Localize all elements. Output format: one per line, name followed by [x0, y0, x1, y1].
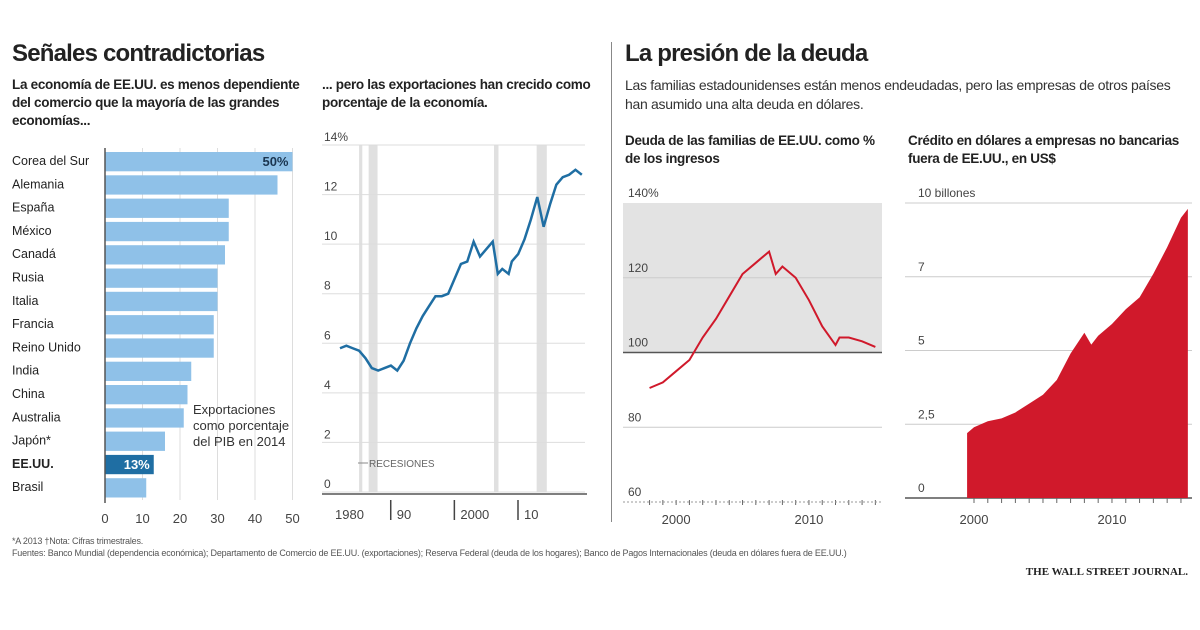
- category-label: Alemania: [12, 177, 64, 191]
- y-tick-label: 0: [918, 481, 925, 495]
- x-tick-label: 0: [101, 511, 108, 526]
- section-divider: [611, 42, 612, 522]
- x-tick-label: 90: [397, 507, 411, 522]
- category-label: Brasil: [12, 480, 43, 494]
- category-label: Japón*: [12, 434, 51, 448]
- bar: [105, 268, 218, 288]
- annotation: como porcentaje: [193, 418, 289, 433]
- x-tick-label: 2000: [460, 507, 489, 522]
- category-label: Reino Unido: [12, 340, 81, 354]
- category-label: México: [12, 224, 52, 238]
- recession-band: [536, 145, 547, 492]
- x-tick-label: 30: [210, 511, 224, 526]
- data-label: 50%: [262, 154, 288, 169]
- left-title: Señales contradictorias: [12, 40, 265, 67]
- bar: [105, 478, 147, 498]
- right-description: Las familias estadounidenses están menos…: [625, 77, 1171, 112]
- category-label: Rusia: [12, 271, 44, 285]
- bar: [105, 361, 192, 381]
- bar: [105, 338, 214, 358]
- annotation: del PIB en 2014: [193, 434, 286, 449]
- category-label: Australia: [12, 410, 61, 424]
- category-label: Corea del Sur: [12, 154, 89, 168]
- y-tick-label: 4: [324, 378, 331, 392]
- y-tick-label: 12: [324, 180, 338, 194]
- exports-line-chart: 0 2 4 6 8 10 12 14% 1980 90 2000 10 RECESIONES: [322, 130, 587, 522]
- x-tick-label: 2000: [662, 512, 691, 527]
- y-tick-label: 2,5: [918, 407, 935, 421]
- y-tick-label: 80: [628, 410, 642, 424]
- bar: [105, 408, 184, 428]
- y-tick-label: 6: [324, 328, 331, 342]
- left-subtitle-1: La economía de EE.UU. es menos dependien…: [12, 77, 300, 128]
- x-tick-label: 2000: [960, 512, 989, 527]
- bar: [105, 315, 214, 335]
- credit-chart-title: Crédito en dólares a empresas no bancari…: [908, 133, 1180, 166]
- bar: [105, 454, 154, 475]
- y-tick-label: 5: [918, 334, 925, 348]
- category-label: India: [12, 364, 39, 378]
- recession-band: [368, 145, 378, 492]
- x-tick-label: 50: [285, 511, 299, 526]
- footnote: *A 2013 †Nota: Cifras trimestrales.: [12, 536, 144, 546]
- bar: [105, 198, 229, 218]
- y-tick-label: 2: [324, 427, 331, 441]
- bar: [105, 175, 278, 195]
- y-tick-label: 10: [324, 229, 338, 243]
- category-label: EE.UU.: [12, 457, 54, 471]
- sources: Fuentes: Banco Mundial (dependencia econ…: [12, 548, 847, 558]
- credit-area-chart: 0 2,5 5 7 10 billones 2000 2010: [905, 186, 1192, 527]
- debt-line: [649, 249, 876, 389]
- y-tick-label: 0: [324, 477, 331, 491]
- y-tick-label: 8: [324, 279, 331, 293]
- category-label: Francia: [12, 317, 54, 331]
- x-tick-label: 2010: [1098, 512, 1127, 527]
- bar: [105, 291, 218, 312]
- x-tick-label: 1980: [335, 507, 364, 522]
- bar: [105, 385, 188, 405]
- exports-line: [339, 168, 583, 373]
- y-tick-label: 10 billones: [918, 186, 975, 200]
- bar: [105, 431, 165, 451]
- household-debt-chart: 60 80 100 120 140% 2000 2010: [623, 186, 882, 527]
- data-label: 13%: [124, 457, 150, 472]
- bar: [105, 152, 293, 172]
- debt-chart-title: Deuda de las familias de EE.UU. como % d…: [625, 133, 875, 166]
- x-tick-label: 2010: [794, 512, 823, 527]
- y-tick-label: 120: [628, 261, 648, 275]
- x-tick-label: 20: [173, 511, 187, 526]
- y-tick-label: 140%: [628, 186, 659, 200]
- y-tick-label: 14%: [324, 130, 348, 144]
- left-subtitle-2: ... pero las exportaciones han crecido c…: [322, 77, 591, 110]
- y-tick-label: 100: [628, 336, 648, 350]
- x-tick-label: 10: [524, 507, 538, 522]
- annotation: Exportaciones: [193, 402, 276, 417]
- x-tick-label: 10: [135, 511, 149, 526]
- category-label: Italia: [12, 294, 38, 308]
- y-tick-label: 60: [628, 485, 642, 499]
- y-tick-label: 7: [918, 260, 925, 274]
- recession-band: [359, 145, 363, 492]
- right-title: La presión de la deuda: [625, 40, 868, 67]
- recession-band: [494, 145, 499, 492]
- wsj-logo: THE WALL STREET JOURNAL.: [1025, 566, 1188, 578]
- category-label: Canadá: [12, 247, 56, 261]
- exports-bar-chart: 0 10 20 30 40 50 Corea del Sur 50% Alemania Españ…: [12, 148, 300, 526]
- x-tick-label: 40: [248, 511, 262, 526]
- legend-label: RECESIONES: [369, 459, 435, 470]
- category-label: China: [12, 387, 45, 401]
- credit-area: [967, 208, 1188, 498]
- bar: [105, 221, 229, 242]
- bar: [105, 245, 225, 265]
- category-label: España: [12, 201, 54, 215]
